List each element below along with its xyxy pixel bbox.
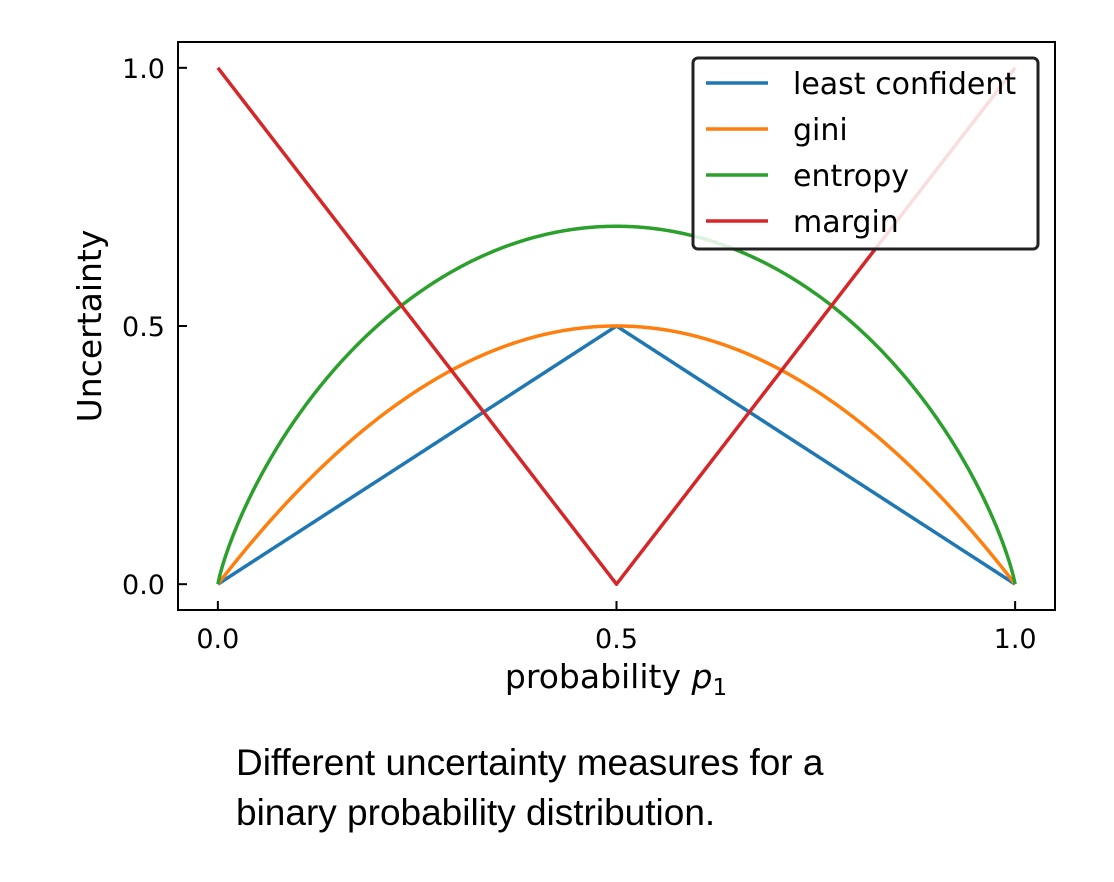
figure-caption: Different uncertainty measures for a bin… [236,738,1056,838]
x-axis-label: probability p1 [505,657,727,701]
y-tick-label: 0.5 [122,312,165,343]
y-tick-label: 0.0 [122,570,165,601]
caption-line-2: binary probability distribution. [236,792,716,833]
x-tick-label: 0.5 [595,624,638,655]
x-axis-label-sub: 1 [712,675,727,701]
caption-line-1: Different uncertainty measures for a [236,742,824,783]
x-axis-label-text: probability [505,657,692,696]
legend-label: gini [793,113,848,148]
uncertainty-chart: 0.0 0.5 1.0 0.0 0.5 1.0 probability p1 Uncert… [70,41,1056,701]
y-axis-label: Uncertainty [70,230,109,423]
legend-label: least confident [793,67,1016,102]
legend-label: margin [793,205,899,240]
legend: least confident gini entropy margin [691,56,1040,251]
series-line-gini [216,324,1017,586]
legend-label: entropy [793,159,909,194]
legend-box [691,56,1040,251]
x-tick-label: 1.0 [994,624,1037,655]
x-axis-label-var: p [690,657,712,696]
series-line-entropy [216,224,1017,585]
y-tick-label: 1.0 [122,54,165,85]
x-tick-label: 0.0 [196,624,239,655]
ticks-layer: 0.0 0.5 1.0 0.0 0.5 1.0 [122,54,1037,655]
